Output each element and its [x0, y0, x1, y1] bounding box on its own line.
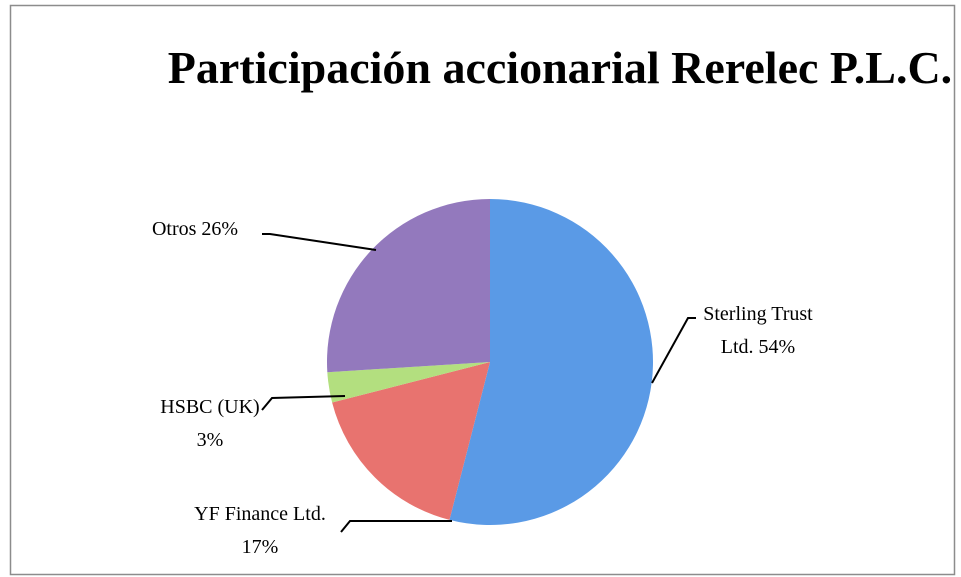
leader-line	[261, 395, 346, 411]
label-value: 17%	[241, 536, 279, 558]
pie-slice	[327, 362, 490, 403]
label-value: 54%	[758, 336, 796, 358]
pie-slice	[332, 362, 490, 520]
data-label: YF Finance Ltd. 17%	[175, 498, 345, 564]
pie-slice	[449, 199, 653, 525]
label-category: HSBC (UK)	[160, 396, 260, 418]
pie-slice	[327, 199, 490, 373]
leader-line	[340, 520, 452, 533]
chart-title: Participación accionarial Rerelec P.L.C.	[167, 42, 953, 93]
label-value: 26%	[201, 218, 239, 240]
data-label: HSBC (UK) 3%	[155, 391, 265, 457]
label-category: Sterling Trust Ltd.	[703, 303, 813, 358]
label-category: YF Finance Ltd.	[194, 503, 326, 525]
label-value: 3%	[196, 429, 224, 451]
leader-line	[651, 317, 696, 384]
data-label: Sterling Trust Ltd. 54%	[688, 298, 828, 364]
label-category: Otros	[151, 218, 197, 240]
data-label: Otros 26%	[120, 213, 270, 246]
leader-line	[262, 233, 377, 251]
